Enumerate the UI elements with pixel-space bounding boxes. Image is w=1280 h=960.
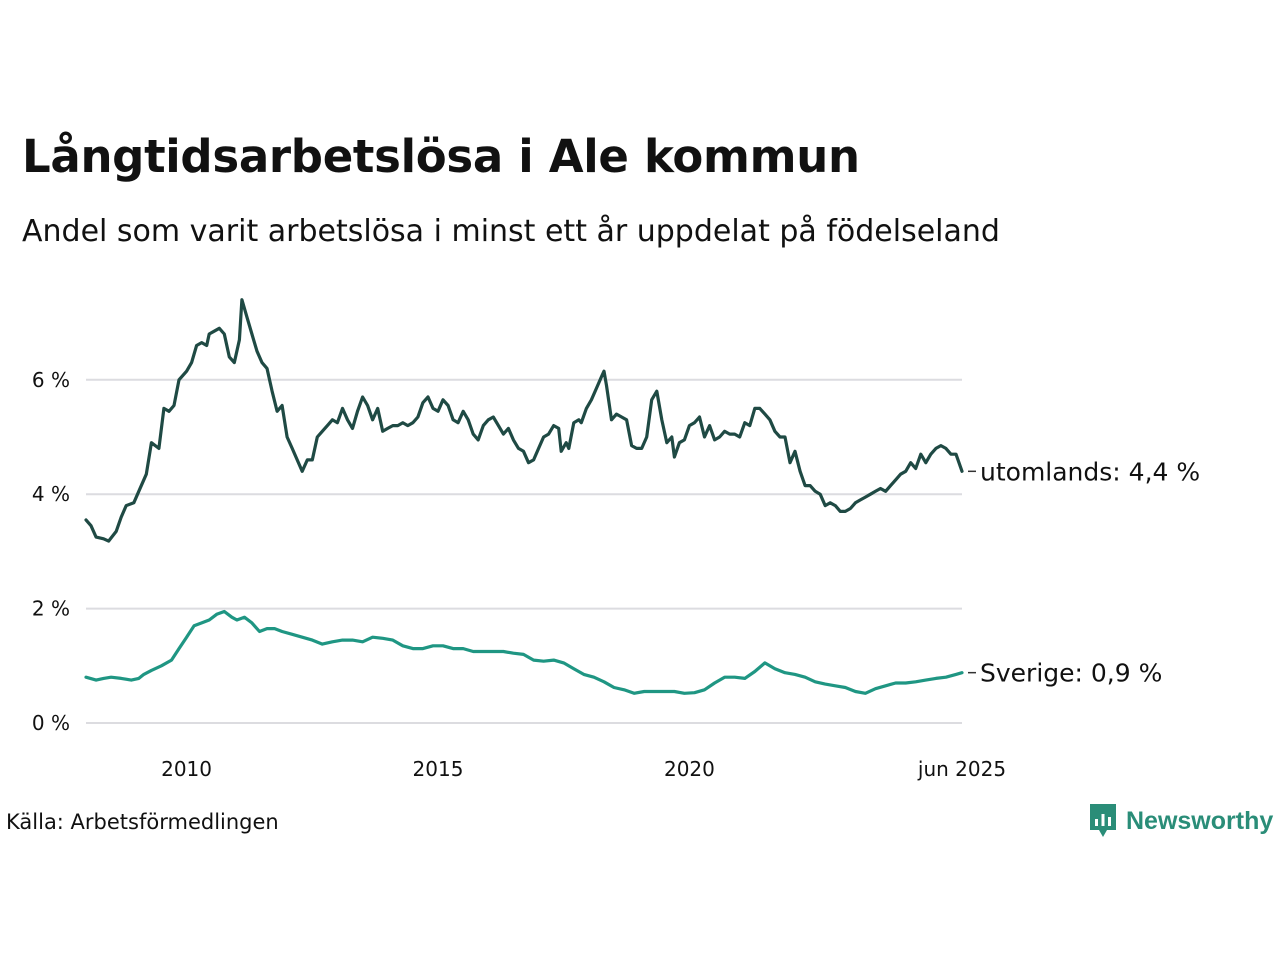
x-axis-ticks: 2010 2015 2020 jun 2025: [161, 757, 1006, 781]
brand-name: Newsworthy: [1126, 806, 1274, 835]
chart-subtitle: Andel som varit arbetslösa i minst ett å…: [22, 214, 1000, 249]
y-tick-label: 6 %: [32, 368, 70, 392]
y-tick-label: 4 %: [32, 482, 70, 506]
source-note: Källa: Arbetsförmedlingen: [6, 810, 279, 834]
x-tick-label: 2015: [413, 757, 464, 781]
series-end-labels: utomlands: 4,4 % Sverige: 0,9 %: [968, 457, 1200, 688]
y-tick-label: 2 %: [32, 597, 70, 621]
y-axis-ticks: 0 % 2 % 4 % 6 %: [32, 368, 70, 735]
series-lines: [84, 298, 964, 695]
end-label-utomlands: utomlands: 4,4 %: [980, 457, 1200, 486]
x-tick-label: 2020: [664, 757, 715, 781]
brand-logo: Newsworthy: [1088, 802, 1273, 840]
gridlines: [86, 378, 962, 724]
x-tick-label: 2010: [161, 757, 212, 781]
newsworthy-logo-icon: [1090, 804, 1116, 837]
y-tick-label: 0 %: [32, 711, 70, 735]
x-tick-label: jun 2025: [917, 757, 1006, 781]
end-label-sverige: Sverige: 0,9 %: [980, 659, 1162, 688]
series-line-sverige: [84, 609, 964, 695]
series-line-utomlands: [84, 298, 964, 543]
chart-title: Långtidsarbetslösa i Ale kommun: [22, 130, 860, 183]
